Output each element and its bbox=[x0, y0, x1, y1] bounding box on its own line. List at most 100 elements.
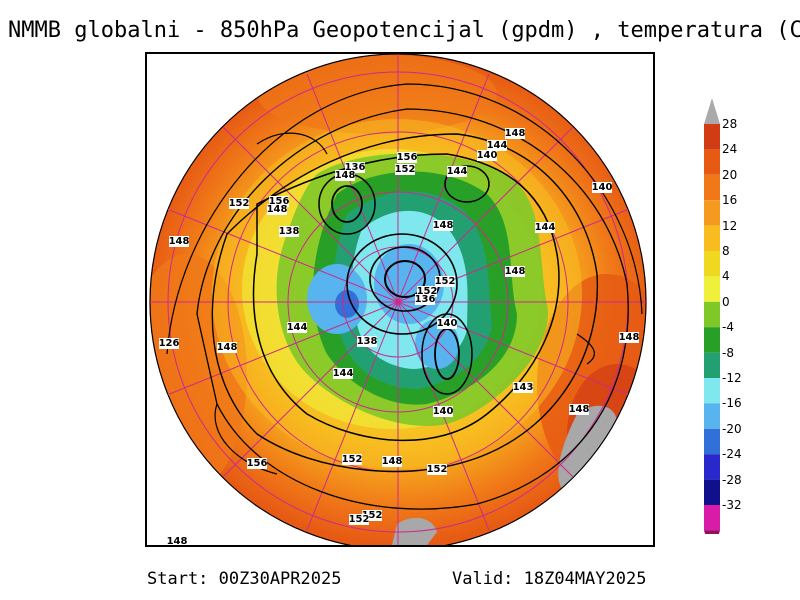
colorbar-tick-label: 8 bbox=[722, 244, 730, 258]
colorbar-tick-label: -20 bbox=[722, 421, 742, 436]
contour-label-bg bbox=[505, 266, 525, 277]
contour-label-bg bbox=[513, 382, 533, 393]
contour-label: 148 bbox=[167, 536, 188, 545]
contour-label-bg bbox=[269, 196, 289, 207]
colorbar-swatch bbox=[704, 403, 720, 429]
contour-label: 140 bbox=[477, 150, 498, 161]
contour-label: 144 bbox=[287, 322, 308, 333]
contour-label: 136 bbox=[415, 294, 436, 305]
contour-label: 148 bbox=[382, 456, 403, 467]
contour-label: 140 bbox=[437, 318, 458, 329]
contour-label-bg bbox=[217, 342, 237, 353]
contour-label-bg bbox=[487, 140, 507, 151]
contour-label-bg bbox=[435, 276, 455, 287]
contour-label: 152 bbox=[362, 510, 383, 521]
colorbar-swatch bbox=[704, 276, 720, 302]
contour-label-bg bbox=[267, 204, 287, 215]
contour-label-bg bbox=[437, 318, 457, 329]
contour-label-bg bbox=[349, 514, 369, 525]
contour-label: 140 bbox=[592, 182, 613, 193]
contour-label-bg bbox=[169, 236, 189, 247]
contour-label: 148 bbox=[569, 404, 590, 415]
contour-label: 136 bbox=[345, 162, 366, 173]
colorbar-tick-label: 0 bbox=[722, 294, 730, 309]
contour-label: 148 bbox=[505, 128, 526, 139]
contour-label: 152 bbox=[435, 276, 456, 287]
colorbar-tick-label: -4 bbox=[722, 320, 734, 335]
contour-label-bg bbox=[569, 404, 589, 415]
contour-label-bg bbox=[535, 222, 555, 233]
contour-label-bg bbox=[505, 128, 525, 139]
colorbar-swatch bbox=[704, 225, 720, 251]
colorbar-swatch bbox=[704, 200, 720, 226]
colorbar-tick-label: -28 bbox=[722, 472, 742, 487]
contour-label-bg bbox=[417, 286, 437, 297]
colorbar-swatch bbox=[704, 251, 720, 277]
colorbar-swatch bbox=[704, 352, 720, 378]
contour-label: 156 bbox=[397, 152, 418, 163]
contour-label: 152 bbox=[417, 286, 438, 297]
contour-label: 138 bbox=[279, 226, 300, 237]
contour-label: 148 bbox=[335, 170, 356, 181]
colorbar-swatch bbox=[704, 327, 720, 353]
contour-label: 144 bbox=[447, 166, 468, 177]
colorbar-bottom-arrow bbox=[704, 530, 720, 534]
contour-label-bg bbox=[279, 226, 299, 237]
contour-label-bg bbox=[247, 458, 267, 469]
contour-label-bg bbox=[287, 322, 307, 333]
contour-label: 148 bbox=[619, 332, 640, 343]
colorbar-tick-label: -8 bbox=[722, 345, 734, 360]
contour-label-bg bbox=[477, 150, 497, 161]
forecast-valid-time: Valid: 18Z04MAY2025 bbox=[452, 569, 647, 589]
contour-label: 148 bbox=[505, 266, 526, 277]
colorbar-swatch bbox=[704, 428, 720, 455]
colorbar-swatch bbox=[704, 378, 720, 404]
colorbar-tick-label: 28 bbox=[722, 117, 738, 131]
contour-label: 152 bbox=[342, 454, 363, 465]
colorbar-tick-label: 4 bbox=[722, 269, 730, 284]
contour-label: 144 bbox=[487, 140, 508, 151]
colorbar-top-arrow bbox=[704, 98, 720, 124]
contour-label: 144 bbox=[535, 222, 556, 233]
colorbar-swatch bbox=[704, 149, 720, 175]
contour-label-bg bbox=[395, 164, 415, 175]
colorbar-tick-label: 16 bbox=[722, 193, 738, 208]
contour-label-bg bbox=[397, 152, 417, 163]
contour-label-bg bbox=[619, 332, 639, 343]
contour-label-bg bbox=[433, 406, 453, 417]
colorbar-swatch bbox=[704, 505, 720, 531]
contour-label-bg bbox=[335, 170, 355, 181]
contour-label: 152 bbox=[395, 164, 416, 175]
run-start-time: Start: 00Z30APR2025 bbox=[147, 569, 342, 589]
contour-label: 152 bbox=[427, 464, 448, 475]
map-panel: 148 144 140 156 152 136 148 144 140 156 152 148 148 1… bbox=[145, 52, 655, 547]
colorbar-swatch bbox=[704, 174, 720, 201]
colorbar-swatch bbox=[704, 124, 720, 150]
colorbar-tick-label: -16 bbox=[722, 396, 742, 411]
contour-label-bg bbox=[159, 338, 179, 349]
contour-label: 156 bbox=[247, 458, 268, 469]
contour-label-bg bbox=[229, 198, 249, 209]
map-title: NMMB globalni - 850hPa Geopotencijal (gp… bbox=[8, 18, 800, 43]
colorbar-tick-label: -32 bbox=[722, 498, 742, 512]
colorbar-tick-label: -24 bbox=[722, 447, 742, 462]
colorbar-tick-label: 12 bbox=[722, 218, 738, 233]
colorbar-tick-label: -12 bbox=[722, 371, 742, 385]
contour-label-bg bbox=[447, 166, 467, 177]
contour-label: 148 bbox=[267, 204, 288, 215]
colorbar-swatch bbox=[704, 454, 720, 480]
contour-label-bg bbox=[592, 182, 612, 193]
contour-label-bg bbox=[382, 456, 402, 467]
temperature-colorbar bbox=[704, 98, 720, 534]
contour-label-bg bbox=[433, 220, 453, 231]
colorbar-swatch bbox=[704, 479, 720, 505]
contour-label-bg bbox=[357, 336, 377, 347]
contour-label-bg bbox=[345, 162, 365, 173]
contour-label: 152 bbox=[229, 198, 250, 209]
colorbar-tick-label: 20 bbox=[722, 167, 738, 182]
colorbar-swatch bbox=[704, 301, 720, 328]
colorbar-tick-label: 24 bbox=[722, 142, 738, 157]
geopotential-contours bbox=[166, 83, 643, 510]
